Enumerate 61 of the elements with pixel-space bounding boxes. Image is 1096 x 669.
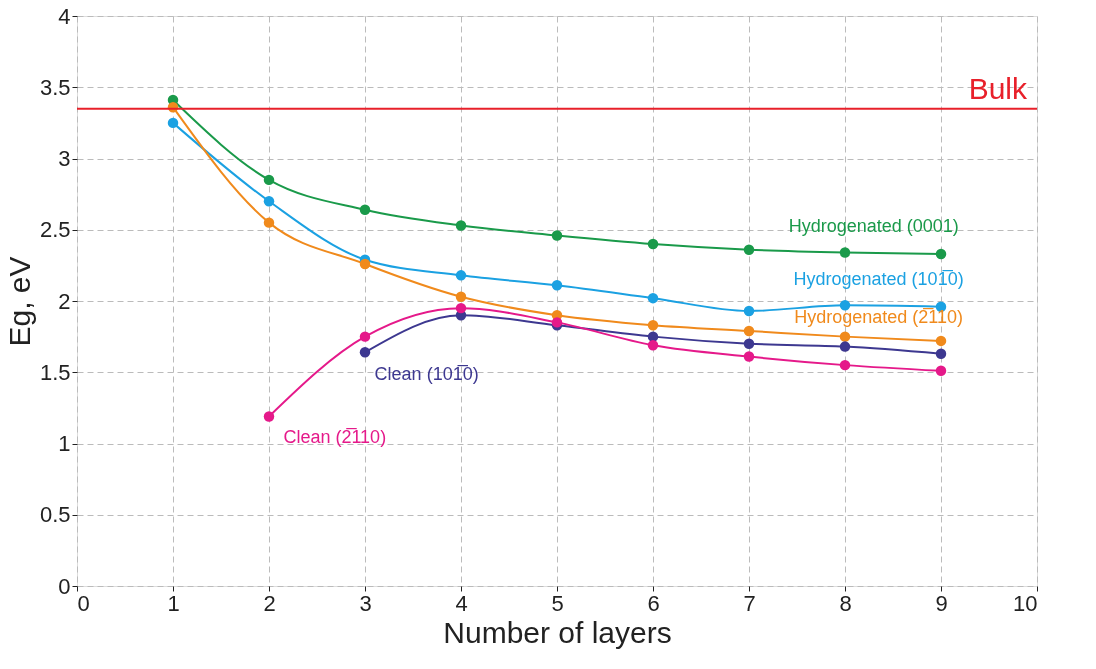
x-tick-label: 9 xyxy=(935,590,948,616)
x-tick-label: 0 xyxy=(77,590,90,616)
point xyxy=(743,338,755,349)
x-tick-label: 6 xyxy=(647,590,660,616)
point xyxy=(455,220,467,231)
point xyxy=(743,244,755,255)
y-tick-label: 2 xyxy=(58,288,71,314)
point xyxy=(935,335,947,347)
point xyxy=(263,174,275,186)
x-tick-label: 3 xyxy=(359,590,372,616)
y-tick-label: 2.5 xyxy=(39,217,71,243)
point xyxy=(263,217,275,228)
x-axis-title: Number of layers xyxy=(443,615,672,649)
point xyxy=(647,292,659,304)
y-tick-label: 3 xyxy=(58,146,71,171)
point xyxy=(359,258,371,270)
y-tick-label: 0.5 xyxy=(39,502,71,528)
point xyxy=(359,347,371,358)
point xyxy=(935,365,947,377)
point xyxy=(359,204,371,216)
point xyxy=(455,270,467,281)
point xyxy=(167,117,179,129)
y-tick-label: 4 xyxy=(58,3,71,29)
ref-line-label: Bulk xyxy=(968,71,1028,105)
series-label: Clean (101̅0) xyxy=(374,364,479,385)
point xyxy=(647,339,659,351)
y-axis-title: Eg, eV xyxy=(2,256,36,347)
point xyxy=(743,325,755,337)
point xyxy=(743,305,755,317)
point xyxy=(839,331,851,342)
x-tick-label: 4 xyxy=(455,590,468,616)
point xyxy=(647,238,659,250)
x-tick-label: 7 xyxy=(743,590,756,616)
y-tick-label: 3.5 xyxy=(39,74,71,100)
series-label: Hydrogenated (0001) xyxy=(788,215,959,236)
series-label: Hydrogenated (2̅110) xyxy=(794,307,963,328)
point xyxy=(551,280,563,291)
series-label: Clean (2̅110) xyxy=(283,426,387,447)
point xyxy=(839,359,851,371)
point xyxy=(359,331,371,342)
x-tick-label: 8 xyxy=(839,590,852,616)
point xyxy=(935,248,947,260)
point xyxy=(263,196,275,207)
point xyxy=(839,247,851,258)
y-tick-label: 1.5 xyxy=(39,359,71,385)
series-label: Hydrogenated (101̅0) xyxy=(793,268,964,289)
point xyxy=(839,300,851,311)
point xyxy=(647,319,659,331)
point xyxy=(551,230,563,241)
x-tick-label: 2 xyxy=(263,590,276,616)
point xyxy=(455,291,467,302)
x-tick-label: 5 xyxy=(551,590,564,616)
x-tick-label: 10 xyxy=(1013,590,1038,616)
x-tick-label: 1 xyxy=(167,590,180,616)
point xyxy=(839,341,851,352)
point xyxy=(935,348,947,359)
point xyxy=(455,302,467,314)
point xyxy=(743,351,755,362)
y-tick-label: 0 xyxy=(58,573,71,599)
y-tick-label: 1 xyxy=(58,431,71,456)
point xyxy=(263,411,275,422)
